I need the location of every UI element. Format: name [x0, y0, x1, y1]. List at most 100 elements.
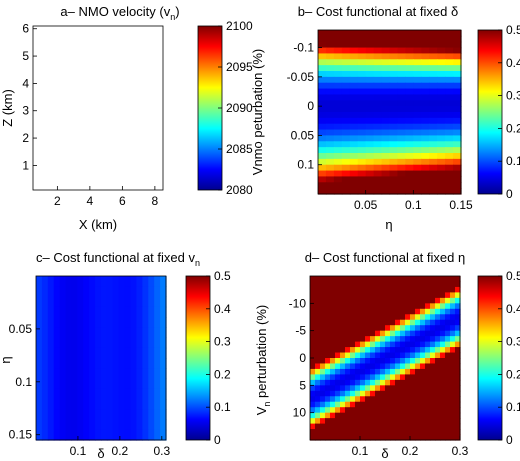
heatmap-cell — [154, 399, 161, 410]
heatmap-cell — [95, 347, 102, 359]
heatmap-cell — [405, 374, 411, 381]
y-tick-label: 0.05 — [9, 322, 33, 336]
heatmap-cell — [360, 352, 366, 359]
heatmap-cell — [325, 330, 331, 337]
heatmap-cell — [450, 412, 456, 419]
heatmap-cell — [455, 358, 461, 365]
heatmap-cell — [325, 396, 331, 403]
heatmap-cell — [400, 434, 406, 441]
heatmap-cell — [430, 434, 436, 441]
heatmap-cell — [450, 434, 456, 441]
heatmap-cell — [420, 314, 426, 321]
heatmap-cell — [385, 385, 391, 392]
heatmap-cell — [425, 374, 431, 381]
heatmap-cell — [410, 308, 416, 315]
heatmap-cell — [41, 327, 49, 339]
heatmap-cell — [318, 35, 327, 43]
heatmap-cell — [325, 390, 331, 397]
x-tick-label: 0.05 — [354, 198, 378, 212]
heatmap-cell — [318, 153, 327, 160]
heatmap-cell — [440, 281, 446, 288]
heatmap-cell — [425, 308, 431, 315]
heatmap-cell — [365, 363, 371, 370]
heatmap-cell — [413, 53, 422, 60]
heatmap-cell — [425, 396, 431, 403]
heatmap-cell — [340, 347, 346, 354]
heatmap-cell — [450, 281, 456, 288]
heatmap-cell — [357, 147, 367, 154]
heatmap-cell — [350, 341, 356, 348]
heatmap-cell — [425, 418, 431, 425]
heatmap-cell — [380, 292, 386, 299]
heatmap-cell — [373, 47, 383, 55]
heatmap-cell — [345, 330, 351, 337]
heatmap-cell — [130, 368, 138, 380]
heatmap-cell — [340, 292, 346, 299]
heatmap-cell — [89, 327, 96, 339]
heatmap-cell — [455, 314, 461, 321]
heatmap-cell — [455, 368, 461, 375]
heatmap-cell — [349, 100, 359, 107]
heatmap-cell — [400, 276, 406, 283]
panel-c-y-ticks: 0.050.10.15 — [9, 322, 40, 442]
heatmap-cell — [160, 358, 167, 369]
heatmap-cell — [390, 434, 396, 441]
heatmap-cell — [425, 347, 431, 354]
heatmap-cell — [330, 292, 336, 299]
heatmap-cell — [65, 347, 73, 359]
heatmap-cell — [355, 336, 361, 343]
heatmap-cell — [380, 407, 386, 414]
heatmap-cell — [310, 423, 316, 430]
heatmap-cell — [340, 314, 346, 321]
heatmap-cell — [350, 407, 356, 414]
heatmap-cell — [453, 82, 462, 90]
heatmap-cell — [410, 319, 416, 326]
panel-b: b– Cost functional at fixed δ 0.05 0.1 0.1… — [250, 4, 520, 232]
heatmap-cell — [83, 347, 90, 359]
heatmap-cell — [415, 412, 421, 419]
heatmap-cell — [360, 401, 366, 408]
heatmap-cell — [101, 286, 108, 298]
heatmap-cell — [381, 35, 391, 43]
heatmap-cell — [381, 135, 391, 142]
heatmap-cell — [390, 286, 396, 293]
heatmap-cell — [405, 292, 411, 299]
heatmap-cell — [320, 336, 326, 343]
heatmap-cell — [47, 399, 55, 410]
heatmap-cell — [440, 423, 446, 430]
heatmap-cell — [340, 385, 346, 392]
heatmap-cell — [429, 147, 438, 154]
heatmap-cell — [355, 347, 361, 354]
heatmap-cell — [340, 407, 346, 414]
heatmap-cell — [373, 158, 383, 166]
heatmap-cell — [405, 412, 411, 419]
heatmap-cell — [437, 65, 446, 72]
heatmap-cell — [370, 358, 376, 365]
heatmap-cell — [395, 319, 401, 326]
heatmap-cell — [373, 65, 383, 72]
heatmap-cell — [397, 112, 406, 119]
heatmap-cell — [405, 47, 414, 55]
heatmap-cell — [330, 390, 336, 397]
heatmap-cell — [395, 374, 401, 381]
heatmap-cell — [318, 82, 327, 90]
heatmap-cell — [430, 352, 436, 359]
heatmap-cell — [345, 352, 351, 359]
heatmap-cell — [320, 418, 326, 425]
heatmap-cell — [435, 418, 441, 425]
heatmap-cell — [395, 368, 401, 375]
heatmap-cell — [440, 385, 446, 392]
heatmap-cell — [355, 363, 361, 370]
heatmap-cell — [375, 325, 381, 332]
heatmap-cell — [325, 65, 335, 72]
heatmap-cell — [310, 363, 316, 370]
heatmap-cell — [445, 276, 451, 283]
heatmap-cell — [136, 306, 143, 318]
heatmap-cell — [41, 419, 49, 431]
heatmap-cell — [400, 292, 406, 299]
heatmap-cell — [400, 379, 406, 386]
heatmap-cell — [420, 308, 426, 315]
heatmap-cell — [389, 100, 399, 107]
heatmap-cell — [360, 429, 366, 436]
heatmap-cell — [390, 325, 396, 332]
